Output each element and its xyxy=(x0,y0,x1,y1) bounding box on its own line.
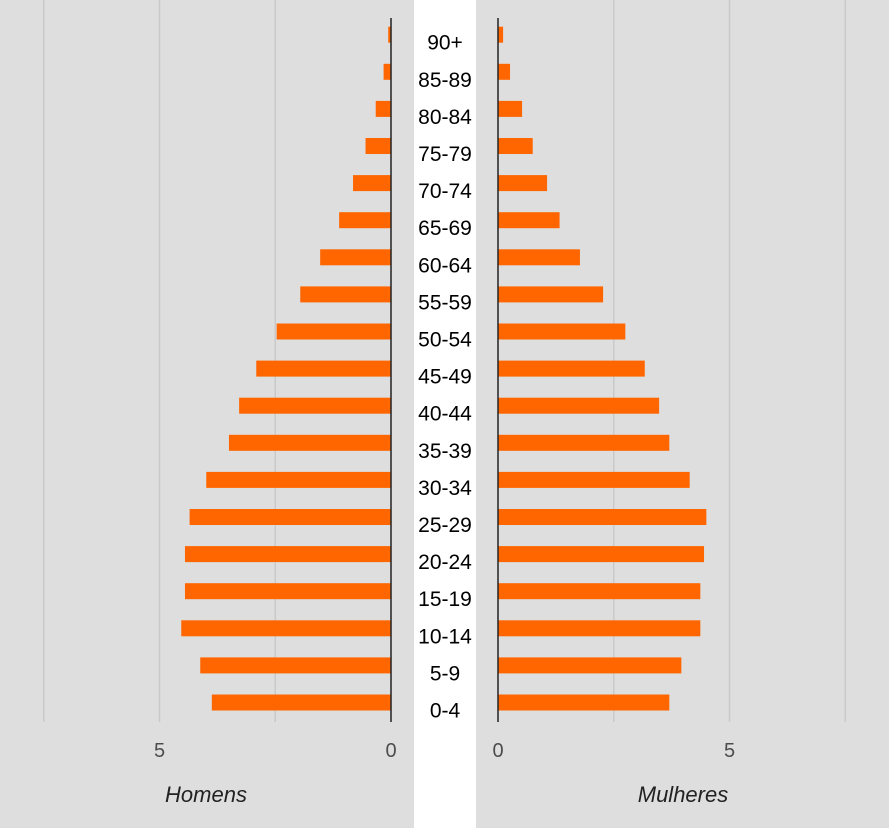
mulheres-bar-15-19 xyxy=(498,583,701,600)
homens-bar-85-89 xyxy=(383,63,391,80)
age-label-75-79: 75-79 xyxy=(418,143,472,166)
mulheres-bar-90+ xyxy=(498,26,504,43)
age-label-5-9: 5-9 xyxy=(430,662,460,685)
homens-bar-50-54 xyxy=(276,323,391,340)
mulheres-bar-0-4 xyxy=(498,694,670,711)
age-label-70-74: 70-74 xyxy=(418,180,472,203)
mulheres-bar-25-29 xyxy=(498,509,707,525)
age-label-80-84: 80-84 xyxy=(418,106,472,129)
mulheres-bar-65-69 xyxy=(498,212,560,229)
mulheres-bar-35-39 xyxy=(498,434,670,451)
left-axis-title: Homens xyxy=(165,782,247,807)
mulheres-bar-85-89 xyxy=(498,63,511,80)
homens-tick-label: 5 xyxy=(154,740,165,762)
mulheres-bar-45-49 xyxy=(498,360,645,377)
homens-bar-30-34 xyxy=(206,471,391,488)
age-label-85-89: 85-89 xyxy=(418,69,472,92)
age-label-65-69: 65-69 xyxy=(418,217,472,240)
mulheres-bar-70-74 xyxy=(498,175,548,192)
mulheres-bar-40-44 xyxy=(498,397,660,414)
mulheres-tick-label: 0 xyxy=(492,740,503,762)
homens-bar-5-9 xyxy=(200,657,391,674)
mulheres-bar-30-34 xyxy=(498,471,690,488)
age-group-labels: 0-4 5-9 10-14 15-19 20-24 25-29 30-34 35-39 40-4… xyxy=(418,32,472,723)
homens-bar-25-29 xyxy=(189,509,391,525)
mulheres-bar-10-14 xyxy=(498,620,701,637)
mulheres-bar-5-9 xyxy=(498,657,682,674)
mulheres-panel-background xyxy=(476,0,889,828)
mulheres-tick-label: 5 xyxy=(724,740,735,762)
age-label-50-54: 50-54 xyxy=(418,329,472,352)
age-label-15-19: 15-19 xyxy=(418,588,472,611)
age-label-90+: 90+ xyxy=(427,32,463,55)
age-label-60-64: 60-64 xyxy=(418,254,472,277)
homens-bar-90+ xyxy=(388,26,391,43)
age-label-35-39: 35-39 xyxy=(418,440,472,463)
age-label-20-24: 20-24 xyxy=(418,551,472,574)
age-label-25-29: 25-29 xyxy=(418,514,472,537)
right-axis-title: Mulheres xyxy=(638,782,728,807)
homens-bar-80-84 xyxy=(375,100,391,117)
homens-bar-35-39 xyxy=(228,434,391,451)
age-label-40-44: 40-44 xyxy=(418,403,472,426)
homens-panel-background xyxy=(0,0,414,828)
homens-bar-0-4 xyxy=(211,694,391,711)
homens-bar-15-19 xyxy=(184,583,391,600)
age-label-10-14: 10-14 xyxy=(418,625,472,648)
homens-bar-60-64 xyxy=(320,249,391,266)
homens-bar-20-24 xyxy=(184,546,391,563)
homens-bar-75-79 xyxy=(365,138,391,154)
age-label-30-34: 30-34 xyxy=(418,477,472,500)
mulheres-bar-75-79 xyxy=(498,138,533,154)
mulheres-bar-60-64 xyxy=(498,249,580,266)
homens-bar-65-69 xyxy=(339,212,391,229)
homens-bar-70-74 xyxy=(353,175,391,192)
homens-bar-45-49 xyxy=(256,360,391,377)
mulheres-bar-80-84 xyxy=(498,100,523,117)
age-label-55-59: 55-59 xyxy=(418,291,472,314)
mulheres-bar-55-59 xyxy=(498,286,604,303)
age-label-0-4: 0-4 xyxy=(430,700,461,723)
age-label-45-49: 45-49 xyxy=(418,366,472,389)
mulheres-bar-50-54 xyxy=(498,323,626,340)
homens-bar-55-59 xyxy=(300,286,391,303)
mulheres-bar-20-24 xyxy=(498,546,705,563)
homens-bar-10-14 xyxy=(181,620,391,637)
homens-tick-label: 0 xyxy=(385,740,396,762)
homens-bar-40-44 xyxy=(239,397,391,414)
